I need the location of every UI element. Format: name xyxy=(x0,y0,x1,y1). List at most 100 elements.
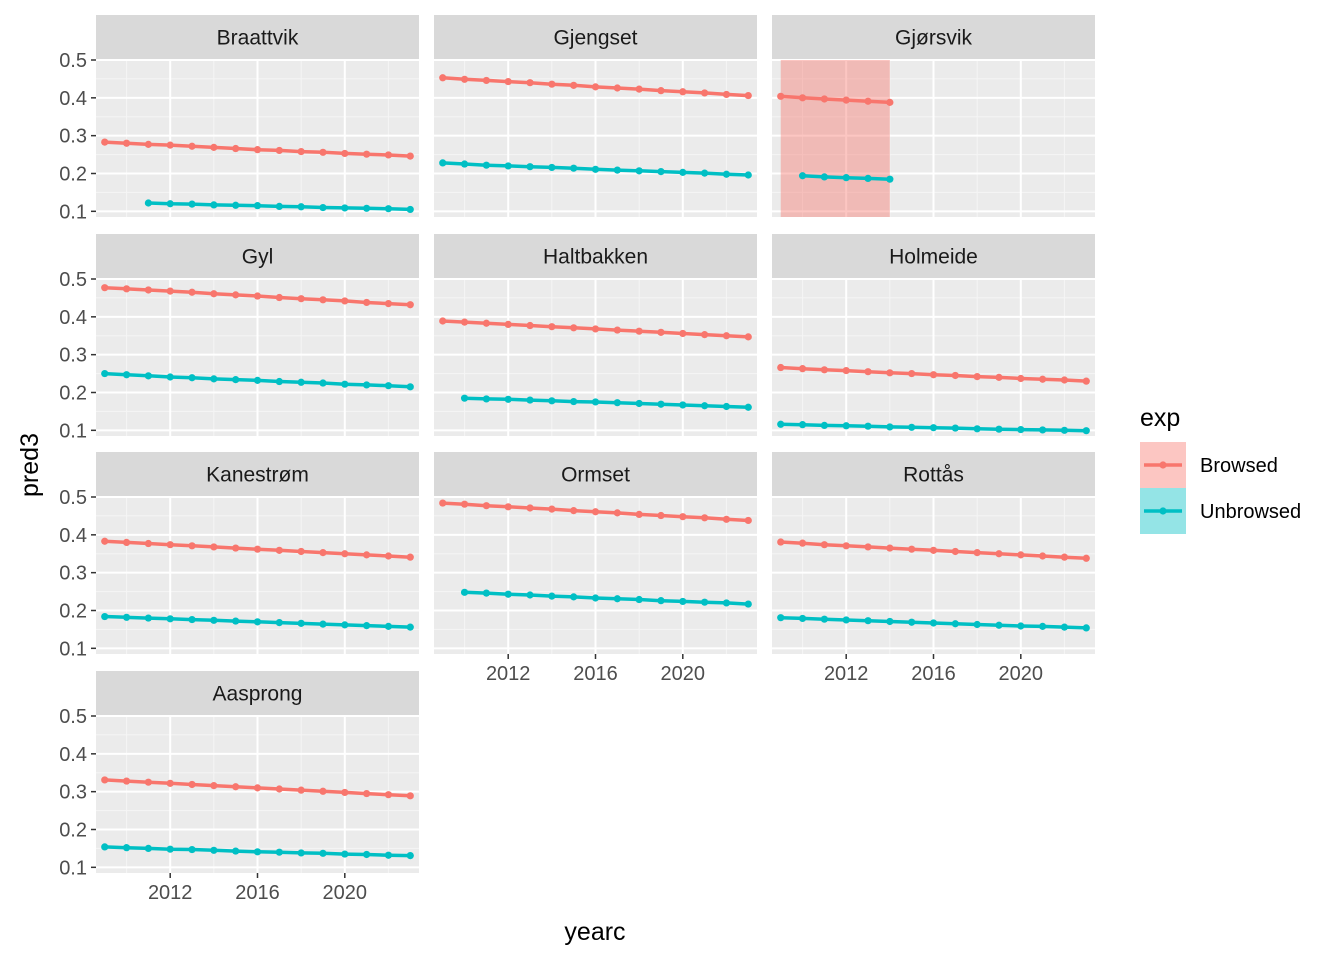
data-point-unbrowsed xyxy=(548,397,556,405)
data-point-browsed xyxy=(406,301,414,309)
data-point-unbrowsed xyxy=(701,598,709,606)
panel-strip-label: Aasprong xyxy=(213,683,303,706)
data-point-browsed xyxy=(548,80,556,88)
legend-label-unbrowsed: Unbrowsed xyxy=(1200,501,1301,523)
data-point-browsed xyxy=(319,296,327,304)
data-point-unbrowsed xyxy=(995,425,1003,433)
data-point-browsed xyxy=(613,84,621,92)
data-point-unbrowsed xyxy=(482,395,490,403)
data-point-unbrowsed xyxy=(613,399,621,407)
data-point-browsed xyxy=(1060,553,1069,561)
data-point-browsed xyxy=(101,138,109,146)
data-point-unbrowsed xyxy=(384,851,393,859)
data-point-browsed xyxy=(210,290,218,298)
panel-strip-label: Haltbakken xyxy=(543,246,648,269)
data-point-browsed xyxy=(744,333,752,341)
data-point-unbrowsed xyxy=(820,615,828,623)
data-point-unbrowsed xyxy=(744,171,752,179)
data-point-browsed xyxy=(144,286,152,294)
data-point-browsed xyxy=(504,320,512,328)
data-point-browsed xyxy=(701,331,709,339)
data-point-browsed xyxy=(820,541,828,549)
data-point-unbrowsed xyxy=(384,622,393,630)
data-point-unbrowsed xyxy=(886,423,894,431)
panel-braattvik: Braattvik 0.1 0.2 0.3 0.4 0.5 xyxy=(59,15,419,223)
data-point-unbrowsed xyxy=(591,594,600,602)
data-point-browsed xyxy=(886,98,894,106)
legend-key-point xyxy=(1159,461,1167,469)
data-point-unbrowsed xyxy=(1082,427,1090,435)
data-point-browsed xyxy=(384,791,393,799)
panel-strip xyxy=(96,15,419,60)
x-tick-label: 2020 xyxy=(661,663,706,685)
data-point-unbrowsed xyxy=(973,620,981,629)
data-point-browsed xyxy=(526,79,534,87)
data-point-unbrowsed xyxy=(526,591,534,599)
data-point-browsed xyxy=(864,543,872,551)
data-point-browsed xyxy=(406,553,414,561)
data-point-unbrowsed xyxy=(363,622,371,630)
data-point-unbrowsed xyxy=(232,847,240,855)
data-point-unbrowsed xyxy=(319,620,327,628)
data-point-browsed xyxy=(526,321,534,330)
data-point-unbrowsed xyxy=(1017,425,1025,434)
data-point-browsed xyxy=(744,516,752,525)
data-point-unbrowsed xyxy=(798,172,807,180)
data-point-unbrowsed xyxy=(526,163,534,171)
data-point-unbrowsed xyxy=(504,395,512,403)
data-point-browsed xyxy=(232,544,240,552)
x-tick-label: 2012 xyxy=(148,882,193,904)
data-point-browsed xyxy=(591,508,600,516)
y-tick-label: 0.3 xyxy=(59,345,87,367)
data-point-unbrowsed xyxy=(864,617,872,625)
data-point-unbrowsed xyxy=(253,618,262,626)
data-point-browsed xyxy=(820,366,828,374)
data-point-browsed xyxy=(635,85,643,93)
panel-strip xyxy=(434,15,757,60)
data-point-browsed xyxy=(122,139,131,147)
data-point-browsed xyxy=(995,550,1003,558)
legend: exp Browsed Unbrowsed xyxy=(1140,404,1301,534)
data-point-browsed xyxy=(101,537,109,545)
data-point-unbrowsed xyxy=(384,382,393,390)
x-tick-label: 2012 xyxy=(824,663,869,685)
y-axis-title: pred3 xyxy=(16,433,44,497)
data-point-browsed xyxy=(657,328,665,336)
data-point-unbrowsed xyxy=(635,595,643,604)
data-point-browsed xyxy=(341,297,349,305)
data-point-browsed xyxy=(210,143,218,151)
data-point-unbrowsed xyxy=(101,612,109,621)
data-point-unbrowsed xyxy=(341,850,349,858)
data-point-browsed xyxy=(1039,375,1047,383)
data-point-unbrowsed xyxy=(188,200,196,208)
data-point-browsed xyxy=(297,547,305,556)
data-point-unbrowsed xyxy=(460,160,469,168)
panel-strip-label: Kanestrøm xyxy=(206,464,309,487)
data-point-browsed xyxy=(504,503,512,511)
data-point-browsed xyxy=(166,141,174,149)
panel-aasprong: Aasprong 0.1 0.2 0.3 0.4 0.5 2012 2016 2020 xyxy=(59,671,419,904)
data-point-unbrowsed xyxy=(1060,623,1069,631)
data-point-unbrowsed xyxy=(341,380,349,388)
data-point-unbrowsed xyxy=(777,420,785,428)
data-point-unbrowsed xyxy=(1082,624,1090,632)
y-tick-label: 0.3 xyxy=(59,126,87,148)
y-tick-label: 0.5 xyxy=(59,269,87,291)
data-point-browsed xyxy=(908,545,916,553)
data-point-browsed xyxy=(864,368,872,376)
data-point-unbrowsed xyxy=(210,201,218,209)
data-point-browsed xyxy=(482,502,490,510)
data-point-browsed xyxy=(319,148,327,156)
panel-haltbakken: Haltbakken xyxy=(434,234,757,436)
panel-strip xyxy=(96,234,419,279)
data-point-unbrowsed xyxy=(188,615,196,624)
data-point-browsed xyxy=(657,511,665,520)
data-point-browsed xyxy=(319,549,327,557)
data-point-unbrowsed xyxy=(253,202,262,210)
data-point-unbrowsed xyxy=(188,845,196,854)
data-point-unbrowsed xyxy=(591,165,600,173)
y-tick-label: 0.2 xyxy=(59,163,87,185)
data-point-unbrowsed xyxy=(548,592,556,600)
data-point-unbrowsed xyxy=(297,203,305,211)
